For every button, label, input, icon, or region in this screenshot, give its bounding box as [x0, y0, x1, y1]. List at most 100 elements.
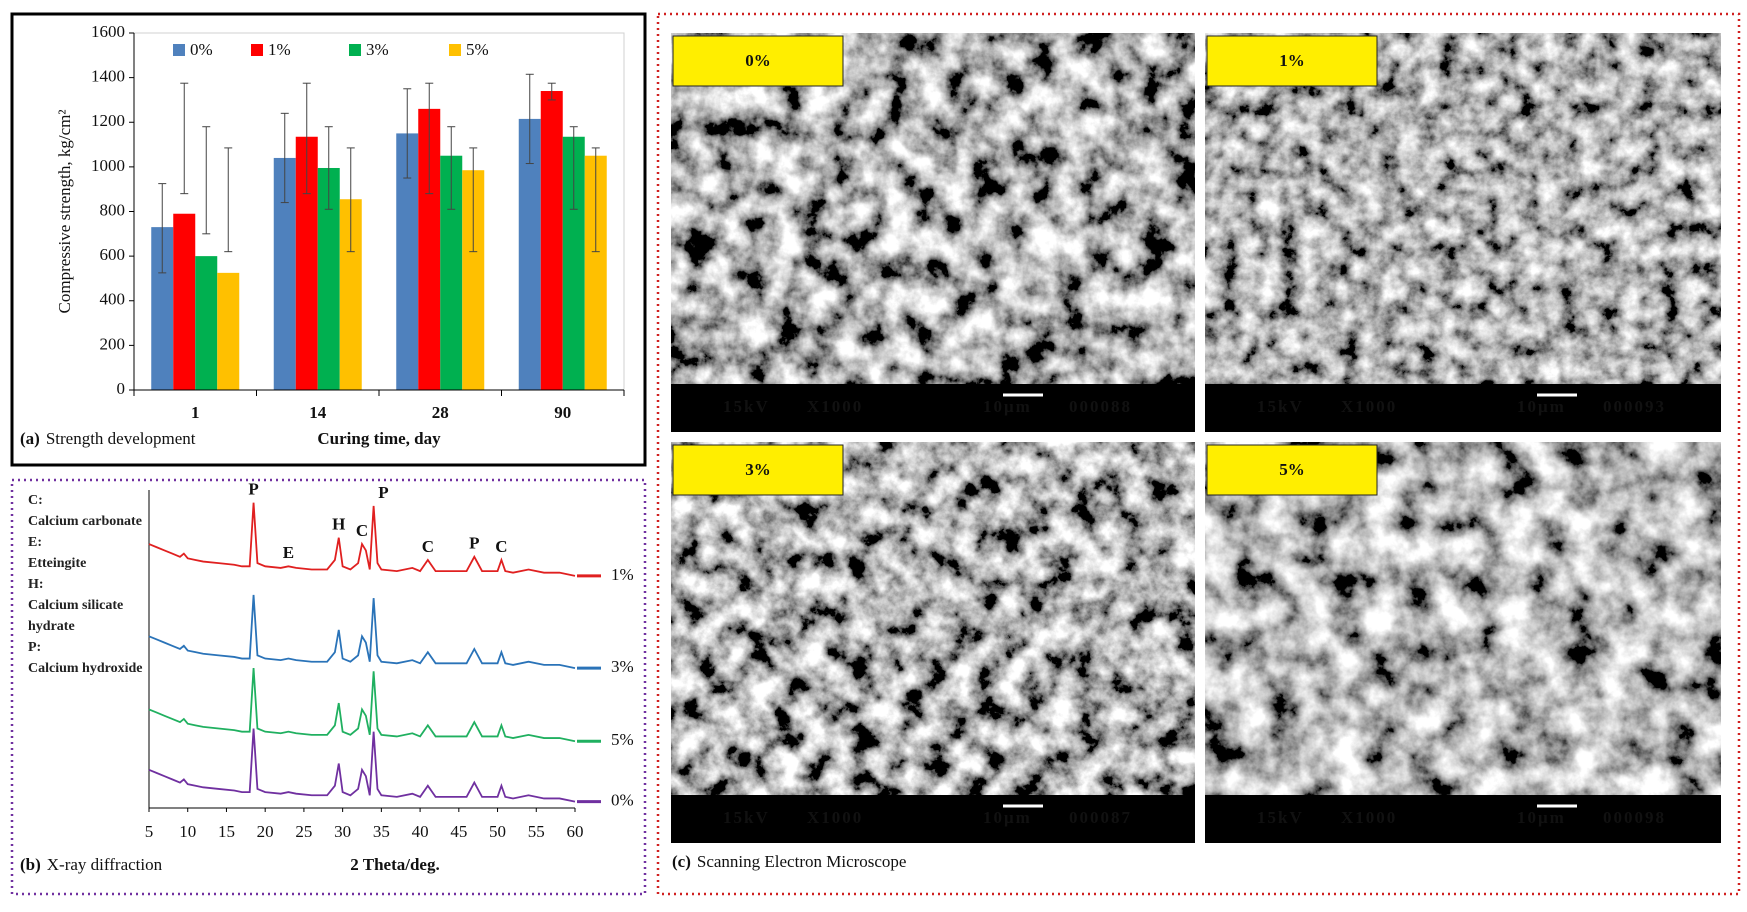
- xrd-line: [148, 594, 576, 669]
- sem-info-bar: [671, 795, 1195, 843]
- key-symbol: C:: [28, 493, 43, 508]
- peak-label: E: [283, 543, 294, 562]
- sem-magnification: X1000: [1341, 808, 1397, 827]
- caption-text: Strength development: [46, 429, 196, 448]
- sem-image: [1205, 442, 1721, 795]
- sem-image: [671, 442, 1195, 795]
- panel-caption: (c) Scanning Electron Microscope: [672, 852, 906, 871]
- sem-scale: 10μm: [983, 808, 1032, 827]
- y-tick-label: 600: [100, 245, 126, 264]
- x-tick-label: 90: [554, 403, 571, 422]
- bar: [195, 256, 218, 390]
- bar: [418, 108, 441, 391]
- xrd-line: [148, 502, 576, 577]
- x-axis-label: Curing time, day: [317, 429, 441, 448]
- bar: [317, 167, 340, 390]
- legend-swatch: [349, 44, 361, 56]
- sem-label-box: [1206, 444, 1378, 496]
- x-tick-label: 10: [179, 822, 196, 841]
- sem-id: 000093: [1603, 397, 1666, 416]
- sem-magnification: X1000: [807, 397, 863, 416]
- key-text: Calcium hydroxide: [28, 661, 143, 676]
- peak-label: C: [356, 521, 368, 540]
- caption-label: (c): [672, 852, 691, 871]
- legend-swatch: [449, 44, 461, 56]
- error-bar: [447, 126, 456, 210]
- sem-label: 1%: [1279, 51, 1305, 70]
- panel-a-border: [10, 12, 647, 467]
- x-tick-label: 30: [334, 822, 351, 841]
- xrd-line: [148, 668, 576, 743]
- x-tick-label: 60: [567, 822, 584, 841]
- caption-label: (a): [20, 429, 40, 448]
- y-tick-label: 1400: [91, 67, 125, 86]
- sem-label-box: [672, 444, 844, 496]
- bar: [440, 155, 463, 390]
- y-tick-label: 1600: [91, 22, 125, 41]
- error-bar: [202, 126, 211, 235]
- y-tick-label: 200: [100, 334, 126, 353]
- sem-id: 000098: [1603, 808, 1666, 827]
- legend-label: 0%: [611, 791, 634, 810]
- sem-scale: 10μm: [1517, 397, 1566, 416]
- sem-label: 0%: [745, 51, 771, 70]
- error-bar: [569, 126, 578, 210]
- peak-label: P: [469, 534, 479, 553]
- sem-label: 3%: [745, 460, 771, 479]
- peak-label: P: [378, 483, 388, 502]
- y-tick-label: 1000: [91, 156, 125, 175]
- x-tick-label: 5: [145, 822, 154, 841]
- legend-swatch: [173, 44, 185, 56]
- legend-label: 3%: [611, 657, 634, 676]
- bar: [584, 155, 607, 390]
- error-bar: [547, 82, 556, 101]
- error-bar: [324, 126, 333, 210]
- legend-label: 1%: [611, 565, 634, 584]
- key-text: Calcium silicate hydrate: [28, 598, 124, 634]
- x-tick-label: 14: [309, 403, 327, 422]
- y-tick-label: 1200: [91, 111, 125, 130]
- sem-id: 000088: [1069, 397, 1132, 416]
- error-bar: [591, 147, 600, 253]
- key-text: Calcium carbonate: [28, 514, 142, 529]
- legend-swatch: [251, 44, 263, 56]
- legend-label: 1%: [268, 40, 291, 59]
- key-symbol: H:: [28, 577, 44, 592]
- sem-image: [1205, 33, 1721, 384]
- legend-label: 5%: [611, 730, 634, 749]
- error-bar: [302, 82, 311, 195]
- sem-id: 000087: [1069, 808, 1132, 827]
- key-text: Etteingite: [28, 556, 87, 571]
- panel-caption: (a) Strength development: [20, 429, 196, 448]
- panel-caption: (b) X-ray diffraction: [20, 855, 163, 874]
- bar: [339, 199, 362, 390]
- legend-label: 0%: [190, 40, 213, 59]
- x-tick-label: 35: [373, 822, 390, 841]
- bar: [540, 91, 563, 390]
- bar: [273, 157, 296, 390]
- error-bar: [525, 73, 534, 165]
- x-tick-label: 1: [191, 403, 200, 422]
- x-tick-label: 50: [489, 822, 506, 841]
- peak-label: P: [248, 480, 258, 499]
- peak-label: C: [495, 537, 507, 556]
- y-axis-label: Compressive strength, kg/cm²: [55, 110, 74, 314]
- key-symbol: E:: [28, 535, 42, 550]
- x-axis-label: 2 Theta/deg.: [350, 855, 439, 874]
- panel-c-border: [656, 12, 1741, 896]
- sem-label: 5%: [1279, 460, 1305, 479]
- xrd-key: C: Calcium carbonate E: Etteingite H: Calcium…: [28, 490, 146, 679]
- bar: [173, 213, 196, 390]
- error-bar: [403, 88, 412, 179]
- legend-label: 3%: [366, 40, 389, 59]
- sem-label-box: [672, 35, 844, 87]
- y-tick-label: 0: [117, 379, 126, 398]
- sem-image: [671, 33, 1195, 384]
- sem-voltage: 15kV: [723, 808, 770, 827]
- sem-scale: 10μm: [1517, 808, 1566, 827]
- sem-info-bar: [1205, 795, 1721, 843]
- x-tick-label: 20: [257, 822, 274, 841]
- bar: [151, 227, 174, 390]
